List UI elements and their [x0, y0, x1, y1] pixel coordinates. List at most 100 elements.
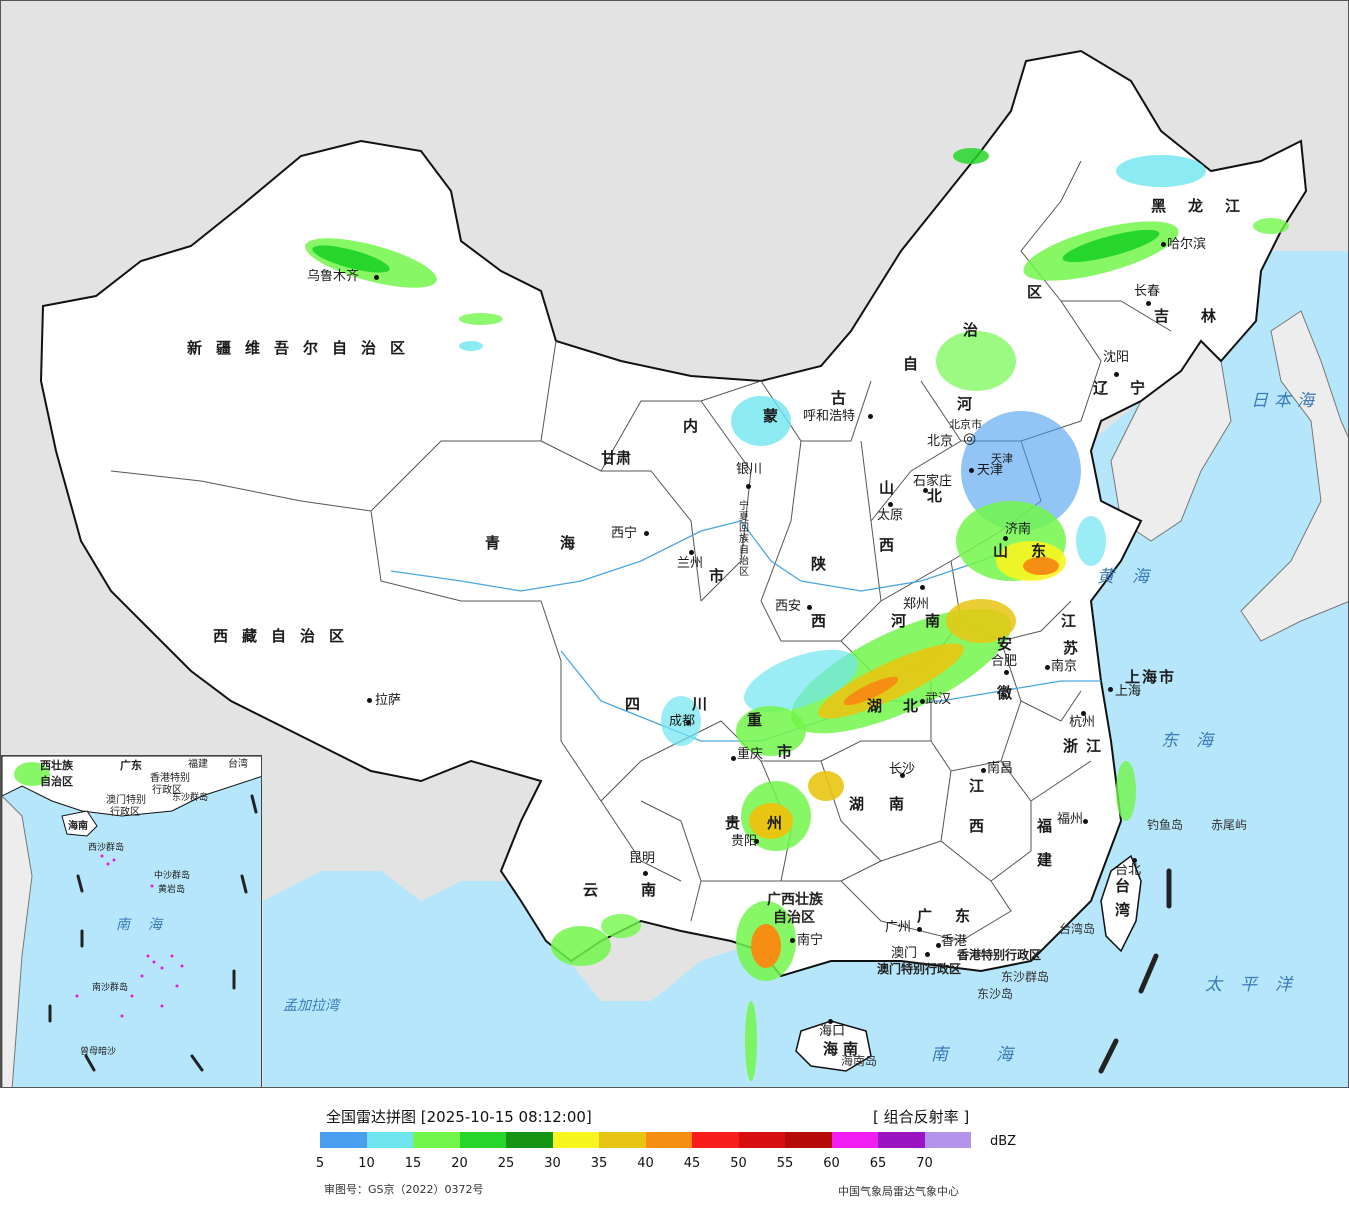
- legend-title: 全国雷达拼图 [2025-10-15 08:12:00]: [326, 1108, 592, 1126]
- color-swatch: [366, 1132, 413, 1148]
- hainan-island: [795, 1020, 872, 1072]
- inset-zengmu: 曾母暗沙: [80, 1047, 117, 1057]
- city-hefei: 合肥: [991, 654, 1018, 669]
- city-chongqing: 重庆: [737, 747, 764, 762]
- city-dot: [374, 275, 379, 280]
- label-gansu: 甘肃: [601, 449, 632, 467]
- city-dot: [900, 773, 905, 778]
- color-scale-tick: 35: [590, 1156, 608, 1171]
- label-shaanxi-2: 西: [811, 612, 827, 630]
- city-changchun: 长春: [1134, 284, 1161, 299]
- color-scale-bar: [320, 1132, 971, 1148]
- label-xinjiang: 新疆维吾尔自治区: [187, 339, 420, 357]
- city-kunming: 昆明: [629, 851, 656, 866]
- city-beijing: 北京: [927, 434, 954, 449]
- label-hunan-1: 湖: [849, 795, 865, 813]
- label-liaoning: 辽宁: [1093, 379, 1168, 397]
- east-sea-area: [1001, 251, 1348, 1087]
- color-scale-tick: 15: [404, 1156, 422, 1171]
- city-hangzhou: 杭州: [1069, 715, 1096, 730]
- inset-huangyan: 黄岩岛: [158, 885, 186, 895]
- color-scale-tick: 70: [916, 1156, 933, 1171]
- radar-map[interactable]: 新疆维吾尔自治区 西藏自治区 青海 甘肃 内 蒙 古 自 治 区 黑龙江 吉林 …: [0, 0, 1349, 1088]
- city-dot: [367, 698, 372, 703]
- label-macau-sar: 澳门特别行政区: [877, 962, 962, 976]
- color-scale-tick: 30: [544, 1156, 561, 1171]
- color-swatch: [599, 1132, 646, 1148]
- color-scale-tick: 25: [497, 1156, 515, 1171]
- label-qinghai: 青海: [485, 534, 636, 552]
- inset-zhongsha: 中沙群岛: [154, 871, 191, 881]
- city-dot: [920, 699, 925, 704]
- city-dot: [1083, 819, 1088, 824]
- label-hubei-1: 湖: [867, 697, 883, 715]
- inset-guangdong: 广东: [120, 759, 142, 772]
- label-guangxi-1: 广西壮族: [767, 892, 823, 908]
- label-chongqing-2-hidden: 市: [709, 567, 725, 585]
- color-scale-tick: 50: [730, 1156, 747, 1171]
- city-hongkong: 香港: [941, 934, 968, 949]
- color-scale-tick: 65: [869, 1156, 887, 1171]
- label-neimenggu-3: 古: [831, 389, 847, 407]
- label-yunnan-2: 南: [641, 881, 657, 899]
- city-dot: [920, 585, 925, 590]
- city-dot: [1004, 670, 1009, 675]
- city-shanghai: 上海: [1115, 684, 1142, 699]
- legend-product[interactable]: [ 组合反射率 ]: [873, 1108, 970, 1126]
- city-xian: 西安: [775, 599, 802, 614]
- inset-taiwan: 台湾: [228, 759, 248, 770]
- label-shandong-1: 山: [993, 542, 1009, 560]
- label-sichuan: 四川: [625, 695, 760, 713]
- label-guangdong-1: 广: [917, 907, 933, 925]
- label-east-sea: 东海: [1161, 731, 1231, 751]
- color-swatch: [878, 1132, 925, 1148]
- south-sea-area: [701, 941, 1031, 1087]
- radar-echoes: [305, 148, 1289, 1081]
- label-neimenggu-1: 内: [683, 417, 699, 435]
- city-harbin: 哈尔滨: [1167, 237, 1207, 252]
- inset-dongsha: 东沙群岛: [172, 793, 209, 803]
- label-henan-1: 河: [891, 612, 907, 630]
- review-number: 审图号：GS京（2022）0372号: [324, 1183, 484, 1196]
- city-macau: 澳门: [891, 946, 918, 961]
- inset-hainan: 海南: [68, 821, 88, 832]
- province-borders: [110, 160, 1172, 942]
- color-scale-tick: 40: [637, 1156, 654, 1171]
- color-swatch: [459, 1132, 506, 1148]
- city-taiyuan: 太原: [877, 508, 904, 523]
- city-dot: [689, 550, 694, 555]
- city-changsha: 长沙: [889, 762, 916, 777]
- city-dot: [644, 531, 649, 536]
- inset-macau2: 行政区: [110, 807, 140, 818]
- label-hainan-1: 海: [823, 1040, 839, 1058]
- city-fuzhou: 福州: [1057, 812, 1084, 827]
- city-dot: [1003, 536, 1008, 541]
- label-jiangsu-1: 江: [1061, 612, 1077, 630]
- city-dot: [731, 756, 736, 761]
- color-swatch: [831, 1132, 878, 1148]
- south-china-sea-inset[interactable]: 西壮族 自治区 广东 福建 台湾 香港特别 行政区 澳门特别 行政区 海南 东沙…: [1, 755, 262, 1087]
- color-swatch: [645, 1132, 692, 1148]
- label-chongqing-3: 市: [777, 743, 793, 761]
- label-neimenggu-2: 蒙: [763, 407, 779, 425]
- map-canvas: [39, 49, 1348, 1087]
- label-taiwan-1: 台: [1115, 877, 1131, 895]
- city-chengdu: 成都: [669, 714, 696, 729]
- inset-guangxi: 西壮族: [40, 759, 73, 772]
- inset-xisha: 西沙群岛: [88, 843, 125, 853]
- city-dot: [923, 488, 928, 493]
- label-shanxi-2: 西: [879, 536, 895, 554]
- label-hubei-2: 北: [903, 697, 919, 715]
- label-hainan-2: 南: [843, 1040, 859, 1058]
- label-hebei-1: 河: [957, 395, 973, 413]
- label-anhui-1: 安: [997, 635, 1013, 653]
- city-haikou: 海口: [819, 1024, 846, 1039]
- label-diaoyu: 钓鱼岛: [1147, 818, 1184, 832]
- city-dot: [1114, 372, 1119, 377]
- color-swatch: [785, 1132, 832, 1148]
- label-shandong-2: 东: [1031, 542, 1047, 560]
- legend-unit: dBZ: [990, 1134, 1017, 1149]
- label-dongsha-island: 东沙岛: [977, 987, 1014, 1001]
- label-neimenggu-6: 区: [1027, 283, 1043, 301]
- city-dot: [981, 768, 986, 773]
